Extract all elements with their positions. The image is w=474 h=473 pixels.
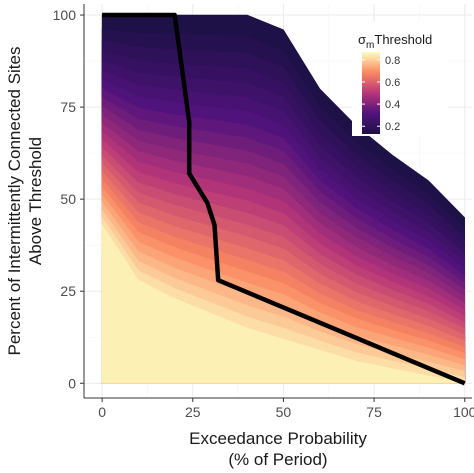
legend-title-text: Threshold	[374, 32, 432, 47]
y-tick-label-1: 25	[60, 283, 76, 299]
legend-title: σmThreshold	[358, 32, 432, 51]
y-tick-label-3: 75	[60, 99, 76, 115]
highlight-layer	[102, 12, 466, 386]
y-tick-label-0: 0	[68, 375, 76, 391]
x-tick-label-3: 75	[366, 404, 382, 420]
x-axis-ticks: 0 25 50 75 100	[98, 398, 474, 420]
x-tick-label-1: 25	[185, 404, 201, 420]
legend-tick-label-1: 0.4	[385, 99, 400, 111]
y-axis-title-line1: Percent of Intermittently Connected Site…	[5, 47, 24, 356]
x-tick-label-4: 100	[453, 404, 474, 420]
x-axis-title-line2: (% of Period)	[228, 450, 327, 469]
x-axis-title: Exceedance Probability (% of Period)	[189, 429, 367, 469]
highlight-threshold-line	[102, 12, 466, 386]
legend-colorbar	[362, 52, 380, 134]
legend-title-subscript: m	[366, 40, 374, 51]
y-axis-ticks: 0 25 50 75 100	[53, 7, 84, 391]
legend: σmThreshold 0.2 0.4 0.6 0.8	[352, 22, 448, 136]
y-axis-title-line2: Above Threshold	[26, 137, 45, 265]
legend-title-symbol: σ	[358, 32, 366, 47]
y-tick-label-2: 50	[60, 191, 76, 207]
legend-tick-label-2: 0.6	[385, 77, 400, 89]
x-tick-label-0: 0	[98, 404, 106, 420]
x-tick-label-2: 50	[276, 404, 292, 420]
y-tick-label-4: 100	[53, 7, 77, 23]
legend-tick-label-0: 0.2	[385, 121, 400, 133]
legend-ticks: 0.2 0.4 0.6 0.8	[362, 55, 400, 133]
x-axis-title-line1: Exceedance Probability	[189, 429, 367, 448]
y-axis-title: Percent of Intermittently Connected Site…	[5, 47, 45, 356]
legend-tick-label-3: 0.8	[385, 55, 400, 67]
